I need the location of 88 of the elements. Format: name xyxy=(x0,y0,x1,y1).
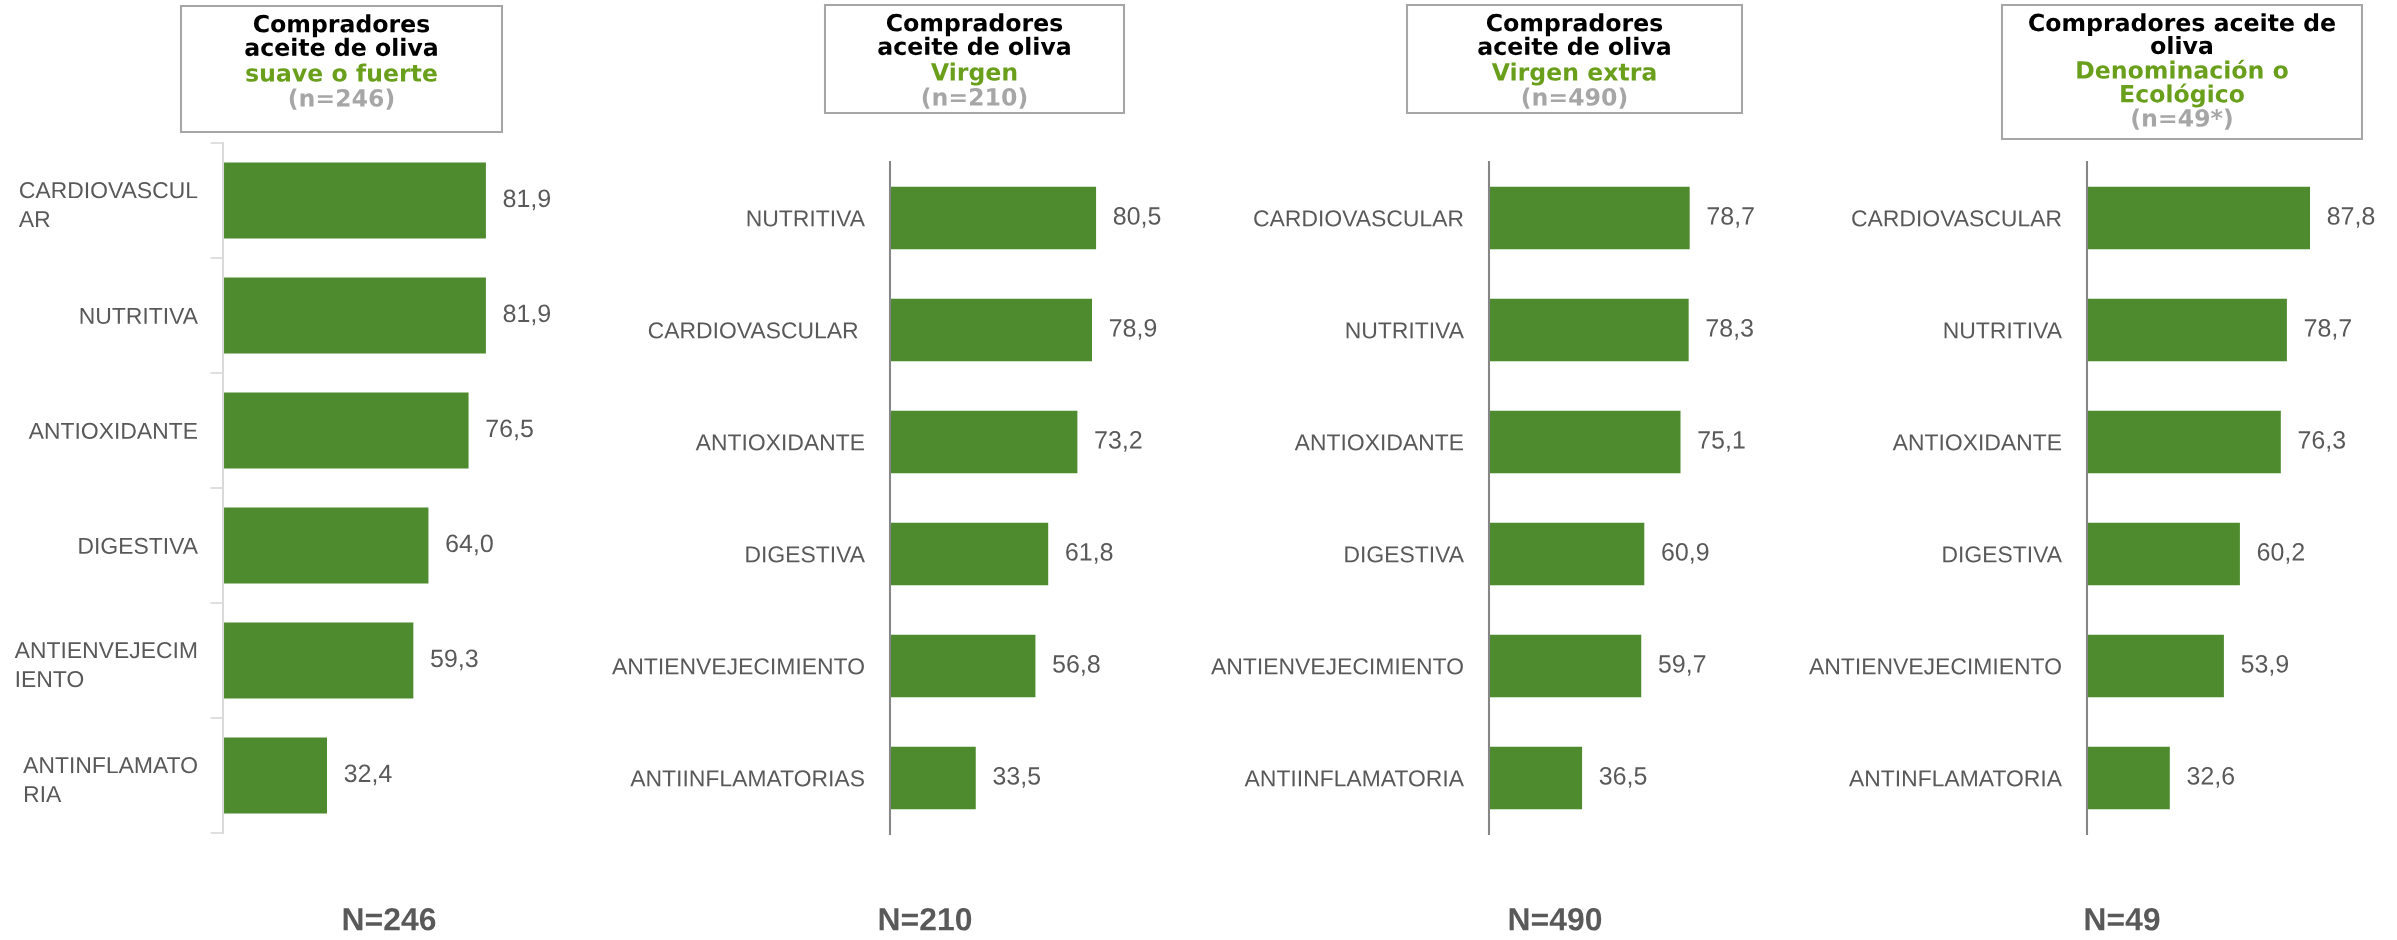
data-label: 75,1 xyxy=(1698,431,1745,452)
y-tick-label: CARDIOVASCULAR xyxy=(1254,210,1463,227)
text: (n=210) xyxy=(922,87,1027,109)
data-label: 61,8 xyxy=(1066,543,1113,564)
data-label: 32,6 xyxy=(2187,767,2235,788)
data-label: 81,9 xyxy=(503,304,551,326)
y-tick-label: NUTRITIVA xyxy=(1346,322,1464,339)
text: (n=246) xyxy=(289,88,394,110)
bar xyxy=(223,507,429,584)
data-label: 59,3 xyxy=(431,649,478,671)
bar xyxy=(223,277,486,354)
data-label: 64,0 xyxy=(446,534,493,556)
bar xyxy=(223,392,469,469)
data-label: 60,2 xyxy=(2257,543,2304,564)
y-tick-label: ANTIOXIDANTE xyxy=(695,434,865,451)
text: N=210 xyxy=(879,907,972,931)
text: (n=490) xyxy=(1522,87,1627,109)
y-tick-label: ANTIINFLAMATORIAS xyxy=(630,770,864,787)
chart-title: Compradores aceite de oliva xyxy=(2029,13,2335,55)
chart-title: Compradores aceite de oliva xyxy=(1478,13,1670,56)
text: (n=49*) xyxy=(2132,108,2232,130)
data-label: 78,9 xyxy=(1109,319,1157,340)
bar xyxy=(2087,746,2170,810)
y-tick-label: NUTRITIVA xyxy=(747,210,865,227)
bar xyxy=(890,298,1092,362)
bar xyxy=(2087,186,2311,250)
bar xyxy=(1489,746,1583,810)
y-tick-label: ANTIENVEJECIMIENTO xyxy=(1211,658,1463,675)
y-tick-label: NUTRITIVA xyxy=(80,308,198,325)
data-label: 32,4 xyxy=(344,764,392,786)
bar xyxy=(1489,634,1642,698)
bar xyxy=(2087,410,2281,474)
y-tick-label: ANTIENVEJECIMIENTO xyxy=(612,658,864,675)
chart-subtitle: Denominación o Ecológico xyxy=(2077,59,2288,108)
y-tick-label: DIGESTIVA xyxy=(1345,546,1464,563)
y-tick-label: NUTRITIVA xyxy=(1944,322,2062,339)
data-label: 78,7 xyxy=(2304,319,2351,340)
data-label: 81,9 xyxy=(503,189,551,211)
data-label: 56,8 xyxy=(1053,655,1100,676)
data-label: 36,5 xyxy=(1599,767,1647,788)
text: N=490 xyxy=(1509,907,1602,931)
chart-title: Compradores aceite de oliva xyxy=(245,14,437,57)
bar xyxy=(1489,522,1645,586)
y-tick-label: ANTIOXIDANTE xyxy=(1892,434,2062,451)
chart-subtitle: Virgen xyxy=(930,62,1017,86)
y-tick-label: DIGESTIVA xyxy=(746,546,865,563)
text: N=49 xyxy=(2085,907,2160,931)
bar xyxy=(223,737,327,814)
chart-title: Compradores aceite de oliva xyxy=(878,13,1070,56)
y-tick-label: ANTINFLAMATO RIA xyxy=(23,757,197,802)
y-tick-label: DIGESTIVA xyxy=(79,537,198,555)
data-label: 76,5 xyxy=(486,419,533,441)
data-label: 73,2 xyxy=(1095,431,1142,452)
y-tick-label: CARDIOVASCULAR xyxy=(648,322,858,339)
bar xyxy=(890,186,1097,250)
data-label: 60,9 xyxy=(1662,543,1709,564)
bar xyxy=(2087,298,2287,362)
bar xyxy=(1489,186,1690,250)
data-label: 53,9 xyxy=(2241,655,2289,676)
y-tick-label: ANTIOXIDANTE xyxy=(1294,434,1464,451)
y-tick-label: ANTIENVEJECIMIENTO xyxy=(1809,658,2061,675)
y-tick-label: CARDIOVASCUL AR xyxy=(18,182,198,227)
data-label: 78,7 xyxy=(1707,207,1754,228)
chart-subtitle: suave o fuerte xyxy=(246,63,437,82)
y-tick-label: CARDIOVASCULAR xyxy=(1852,210,2061,227)
y-tick-label: ANTIENVEJECIM IENTO xyxy=(14,642,197,688)
bar xyxy=(2087,522,2240,586)
text: N=246 xyxy=(343,907,436,931)
data-label: 87,8 xyxy=(2327,207,2375,228)
data-label: 33,5 xyxy=(993,767,1041,788)
y-tick-label: DIGESTIVA xyxy=(1943,546,2062,563)
y-tick-label: ANTIOXIDANTE xyxy=(28,422,198,440)
bar xyxy=(890,634,1036,698)
bar xyxy=(890,746,976,810)
bar xyxy=(223,622,414,699)
bar xyxy=(890,522,1049,586)
bar xyxy=(223,162,486,239)
y-tick-label: ANTIINFLAMATORIA xyxy=(1244,770,1464,787)
data-label: 59,7 xyxy=(1658,655,1706,676)
bar xyxy=(2087,634,2224,698)
y-tick-label: ANTINFLAMATORIA xyxy=(1848,770,2062,787)
data-label: 76,3 xyxy=(2298,431,2346,452)
bar xyxy=(890,410,1078,474)
chart-subtitle: Virgen extra xyxy=(1491,62,1656,86)
data-label: 80,5 xyxy=(1113,207,1161,228)
data-label: 78,3 xyxy=(1706,319,1753,340)
bar xyxy=(1489,298,1689,362)
bar xyxy=(1489,410,1681,474)
